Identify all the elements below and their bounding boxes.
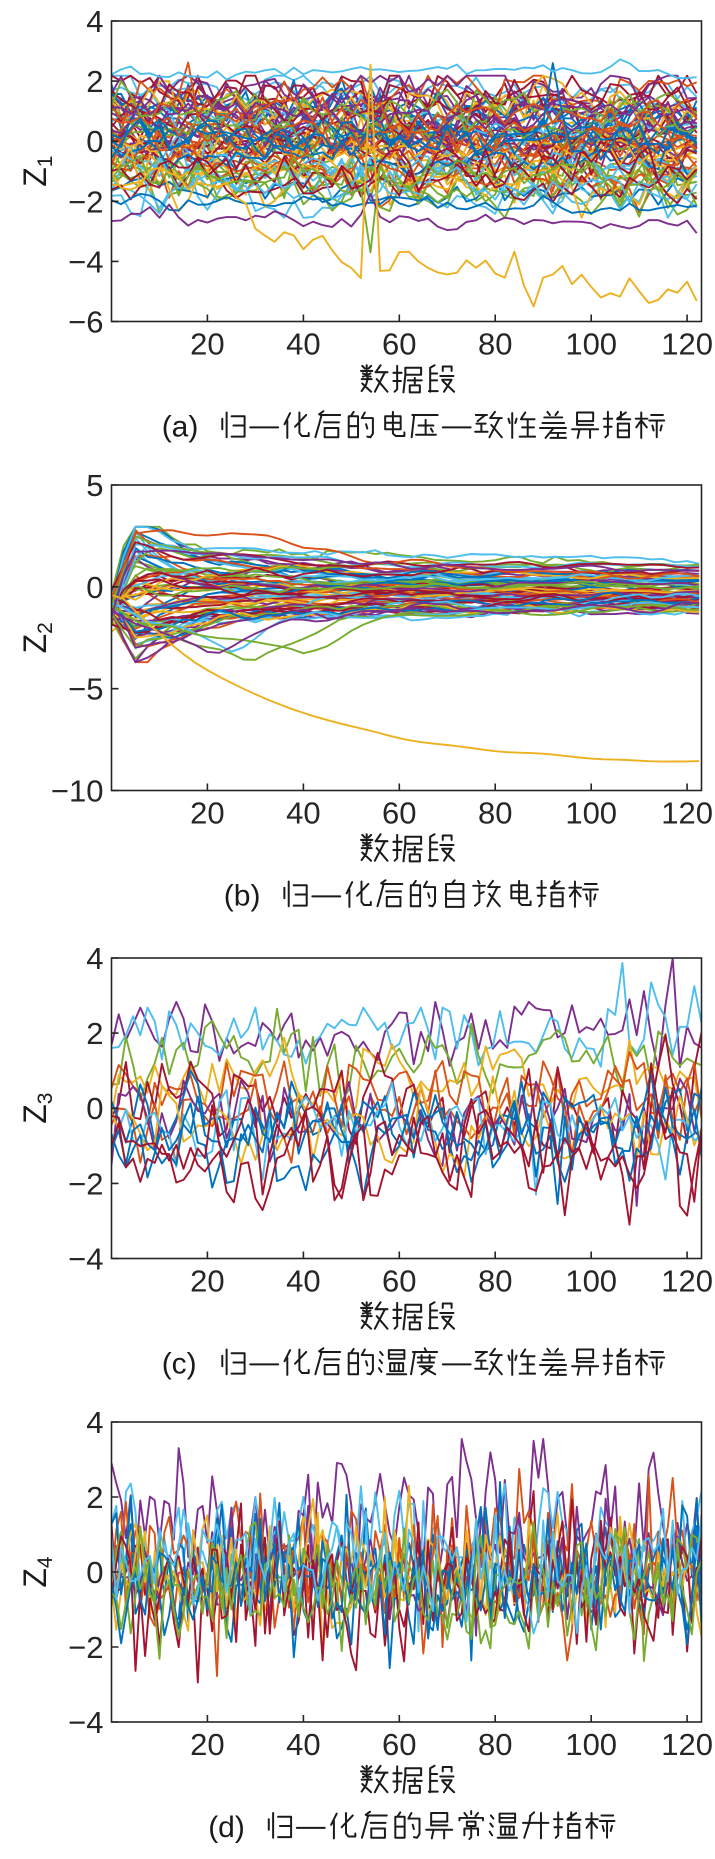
svg-text:20: 20 <box>190 1264 224 1299</box>
svg-text:100: 100 <box>565 1264 617 1299</box>
svg-text:40: 40 <box>286 796 320 831</box>
svg-text:Z4: Z4 <box>17 1556 57 1588</box>
svg-text:0: 0 <box>86 570 103 605</box>
svg-text:Z2: Z2 <box>17 622 57 653</box>
svg-text:20: 20 <box>190 1727 224 1762</box>
svg-text:−2: −2 <box>68 184 103 219</box>
svg-text:40: 40 <box>286 1264 320 1299</box>
svg-text:5: 5 <box>86 468 103 503</box>
svg-text:−5: −5 <box>68 672 103 707</box>
svg-text:100: 100 <box>565 1727 617 1762</box>
svg-text:4: 4 <box>86 4 103 39</box>
svg-text:−10: −10 <box>51 774 104 809</box>
svg-text:120: 120 <box>661 327 713 362</box>
svg-text:2: 2 <box>86 64 103 99</box>
svg-text:(b): (b) <box>224 880 261 913</box>
svg-text:−4: −4 <box>68 1705 103 1740</box>
svg-text:(a): (a) <box>162 411 199 444</box>
svg-text:4: 4 <box>86 941 103 976</box>
svg-text:Z1: Z1 <box>17 156 57 187</box>
svg-text:80: 80 <box>478 1264 512 1299</box>
svg-text:−2: −2 <box>68 1630 103 1665</box>
svg-text:2: 2 <box>86 1016 103 1051</box>
svg-text:60: 60 <box>382 1264 416 1299</box>
svg-text:2: 2 <box>86 1480 103 1515</box>
svg-text:Z3: Z3 <box>17 1093 57 1124</box>
svg-text:−6: −6 <box>68 305 103 340</box>
svg-text:60: 60 <box>382 1727 416 1762</box>
svg-text:(c): (c) <box>162 1348 197 1381</box>
svg-text:80: 80 <box>478 327 512 362</box>
svg-text:40: 40 <box>286 327 320 362</box>
svg-text:0: 0 <box>86 124 103 159</box>
svg-text:4: 4 <box>86 1405 103 1440</box>
svg-text:−4: −4 <box>68 244 103 279</box>
svg-text:20: 20 <box>190 327 224 362</box>
svg-text:120: 120 <box>661 1264 713 1299</box>
svg-text:120: 120 <box>661 1727 713 1762</box>
svg-text:80: 80 <box>478 796 512 831</box>
svg-text:100: 100 <box>565 796 617 831</box>
svg-text:80: 80 <box>478 1727 512 1762</box>
svg-text:−2: −2 <box>68 1166 103 1201</box>
svg-text:0: 0 <box>86 1555 103 1590</box>
svg-text:40: 40 <box>286 1727 320 1762</box>
svg-text:−4: −4 <box>68 1242 103 1277</box>
svg-text:60: 60 <box>382 327 416 362</box>
svg-text:0: 0 <box>86 1091 103 1126</box>
svg-text:120: 120 <box>661 796 713 831</box>
svg-text:20: 20 <box>190 796 224 831</box>
svg-text:60: 60 <box>382 796 416 831</box>
svg-text:100: 100 <box>565 327 617 362</box>
svg-text:(d): (d) <box>208 1811 245 1844</box>
